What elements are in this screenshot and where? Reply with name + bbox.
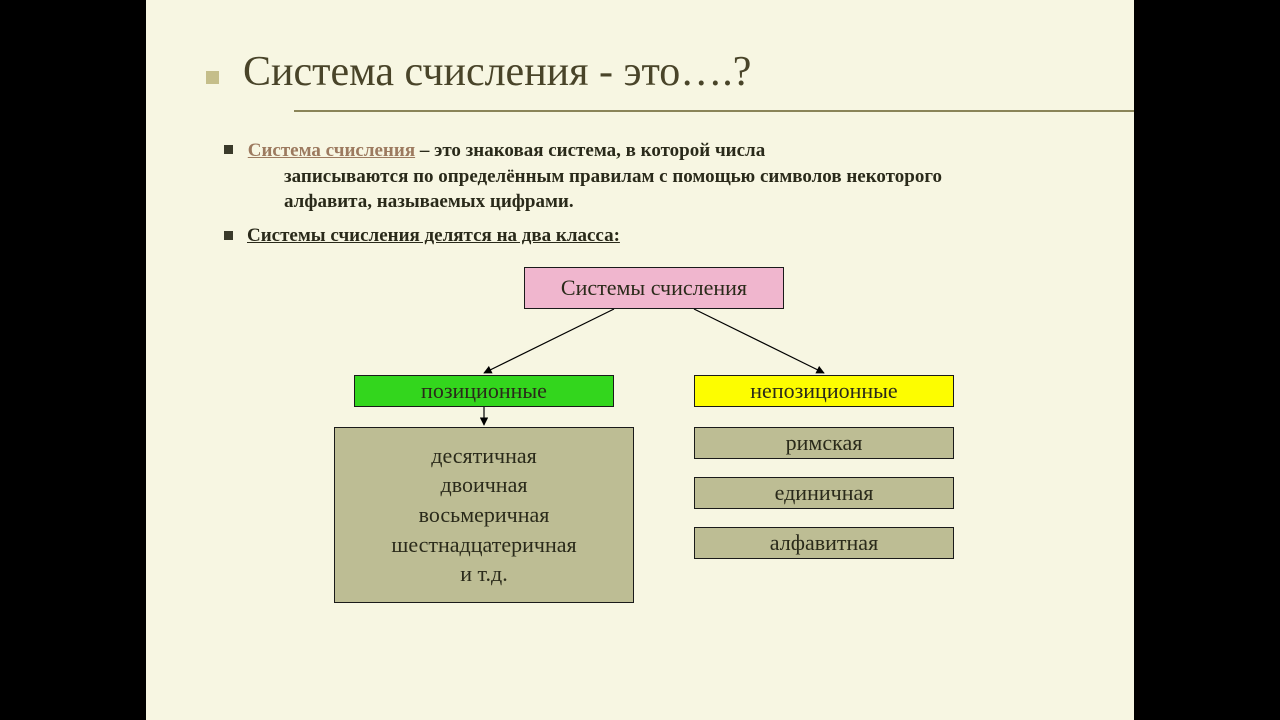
diagram-right-leaf-box: римская xyxy=(694,427,954,459)
diagram-right-leaf-label: алфавитная xyxy=(770,528,878,558)
diagram-root-label: Системы счисления xyxy=(561,273,747,303)
subheading-text: Системы счисления делятся на два класса: xyxy=(247,225,620,246)
diagram-right-box: непозиционные xyxy=(694,375,954,407)
slide: Система счисления - это….? Система счисл… xyxy=(146,0,1134,720)
diagram-left-leaf-box: десятичная двоичная восьмеричная шестнад… xyxy=(334,427,634,603)
title-divider xyxy=(294,110,1134,112)
diagram-right-leaf-label: римская xyxy=(786,428,863,458)
diagram-root-box: Системы счисления xyxy=(524,267,784,309)
slide-title: Система счисления - это….? xyxy=(243,49,751,95)
body-bullet-icon xyxy=(224,145,233,154)
diagram-right-label: непозиционные xyxy=(750,376,897,406)
diagram-right-leaf-box: алфавитная xyxy=(694,527,954,559)
diagram-right-leaf-label: единичная xyxy=(775,478,874,508)
definition-paragraph: Система счисления – это знаковая система… xyxy=(224,138,1024,215)
content-area: Система счисления – это знаковая система… xyxy=(146,124,1134,667)
definition-term: Система счисления xyxy=(248,140,415,161)
diagram-left-leaf-lines: десятичная двоичная восьмеричная шестнад… xyxy=(391,441,576,589)
definition-line2: записываются по определённым правилам с … xyxy=(224,164,1024,215)
subheading-row: Системы счисления делятся на два класса: xyxy=(224,225,1094,247)
definition-line1: – это знаковая система, в которой числа xyxy=(415,140,765,161)
body-bullet-icon xyxy=(224,231,233,240)
arrow-line xyxy=(694,309,824,373)
title-area: Система счисления - это….? xyxy=(146,0,1134,124)
title-bullet-icon xyxy=(206,71,219,84)
diagram-left-label: позиционные xyxy=(421,376,547,406)
diagram-right-leaf-box: единичная xyxy=(694,477,954,509)
diagram: Системы счисления позиционные непозицион… xyxy=(224,267,1064,667)
diagram-left-box: позиционные xyxy=(354,375,614,407)
arrow-line xyxy=(484,309,614,373)
